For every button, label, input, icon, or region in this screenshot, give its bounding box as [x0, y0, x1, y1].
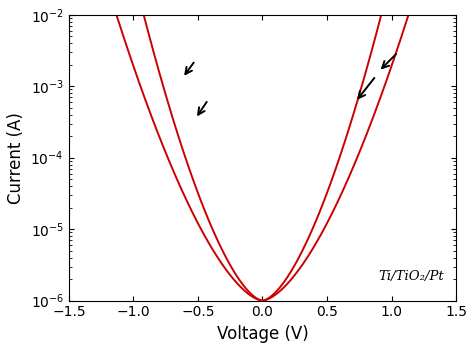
Text: Ti/TiO₂/Pt: Ti/TiO₂/Pt	[379, 271, 445, 284]
X-axis label: Voltage (V): Voltage (V)	[217, 325, 308, 343]
Y-axis label: Current (A): Current (A)	[7, 112, 25, 204]
